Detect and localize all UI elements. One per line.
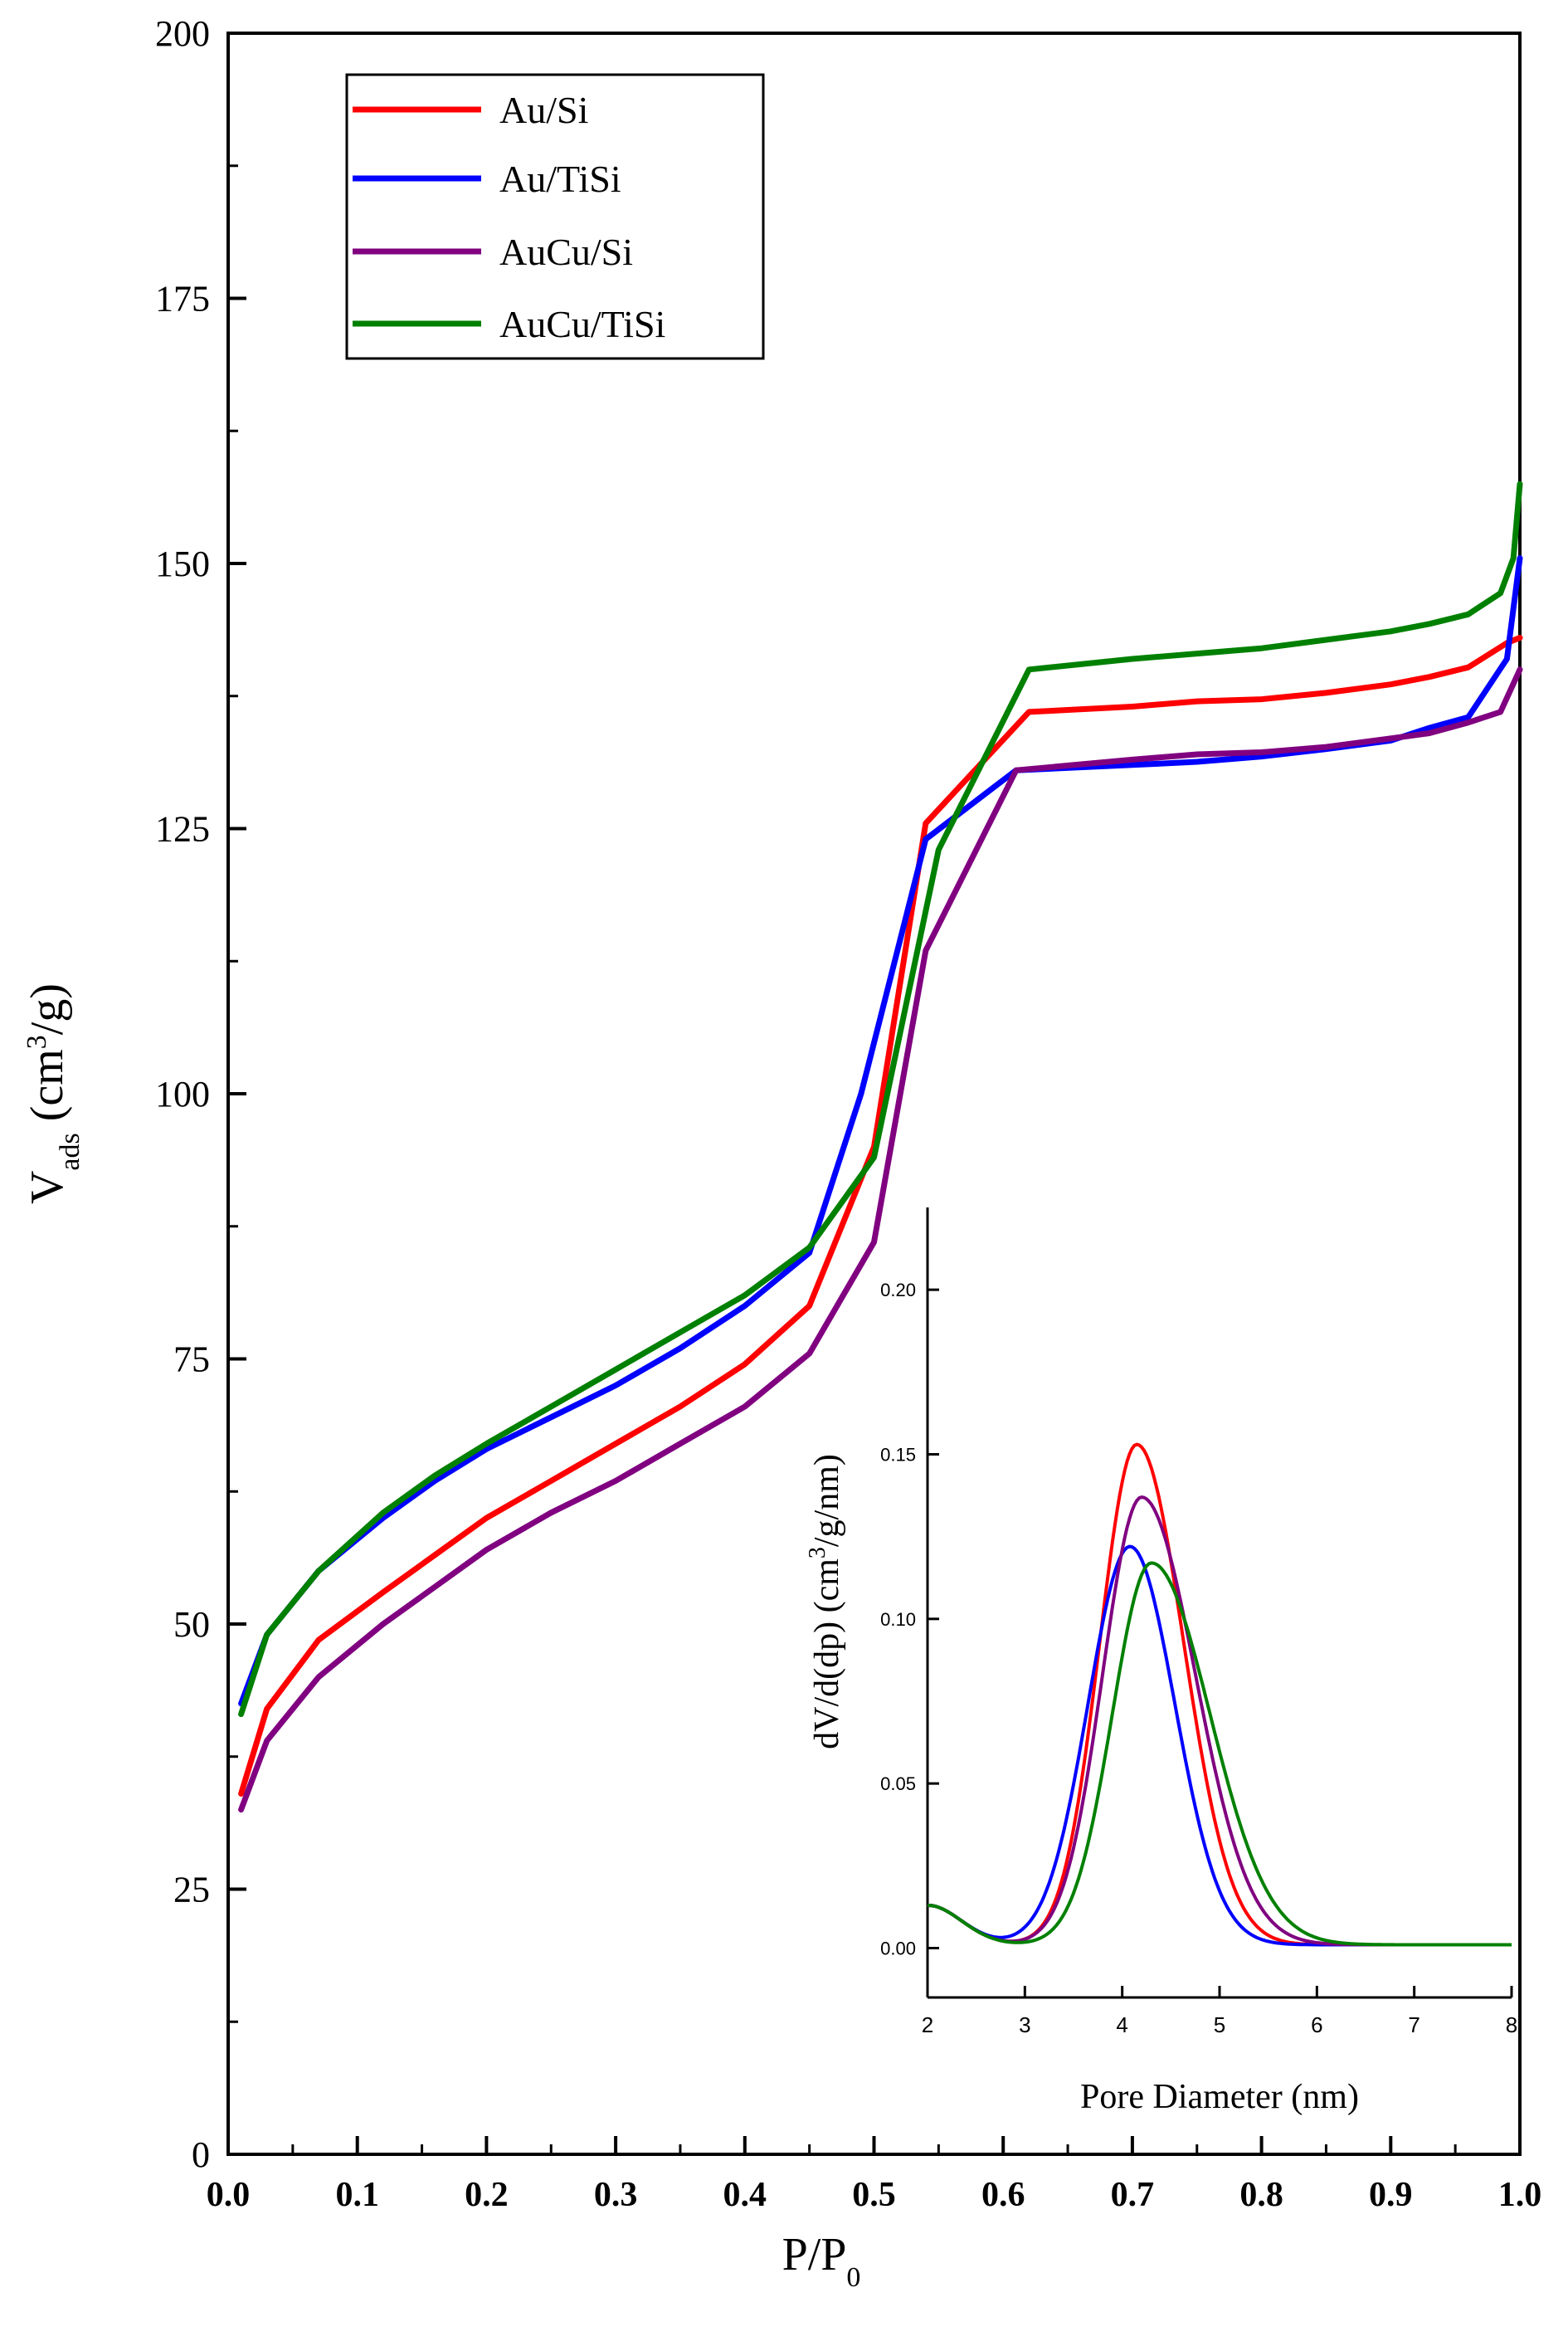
main-y-tick-label: 0: [192, 2134, 210, 2175]
main-x-tick-label: 0.3: [594, 2176, 638, 2214]
inset-plot: 2 3 4 5 6 7 8 0.00 0.05 0.10 0.15 0.20 Pore Diamete…: [805, 1207, 1517, 2116]
inset-series-line-au-si: [927, 1442, 1512, 1947]
main-y-tick-label: 175: [155, 279, 210, 319]
main-y-tick-label: 200: [155, 13, 210, 54]
legend-label-au-tisi: Au/TiSi: [499, 158, 621, 200]
main-series-lines: [238, 480, 1523, 1813]
main-x-tick-label: 0.1: [335, 2176, 379, 2214]
main-y-tick-label: 50: [173, 1604, 210, 1645]
inset-series-lines: [927, 1442, 1512, 1947]
inset-y-axis-title: dV/d(dp) (cm3/g/nm): [805, 1454, 846, 1749]
series-line-aucu-si: [238, 666, 1523, 1813]
main-y-tick-label: 75: [173, 1339, 210, 1380]
main-x-axis-title: P/P0: [782, 2229, 861, 2293]
inset-x-tick-label: 7: [1408, 2012, 1419, 2037]
main-y-axis-title: Vads (cm3/g): [22, 983, 85, 1204]
inset-x-tick-label: 6: [1311, 2012, 1322, 2037]
main-x-tick-label: 0.0: [207, 2176, 251, 2214]
main-y-tick-label: 150: [155, 544, 210, 584]
main-x-tick-label: 0.6: [981, 2176, 1025, 2214]
legend-label-au-si: Au/Si: [499, 89, 588, 131]
main-x-tick-label: 0.4: [723, 2176, 767, 2214]
inset-y-tick-label: 0.20: [880, 1280, 916, 1300]
series-line-aucu-tisi: [238, 480, 1523, 1718]
main-x-tick-label: 0.8: [1239, 2176, 1283, 2214]
inset-x-tick-label: 3: [1019, 2012, 1030, 2037]
inset-x-tick-label: 2: [922, 2012, 933, 2037]
legend: Au/Si Au/TiSi AuCu/Si AuCu/TiSi: [345, 73, 765, 360]
inset-x-tick-label: 4: [1116, 2012, 1127, 2037]
inset-series-line-aucu-si: [927, 1495, 1512, 1947]
main-axis-ticks: 0.0 0.1 0.2 0.3 0.4 0.5 0.6 0.7 0.8 0.9 1.00255075…: [155, 13, 1541, 2214]
inset-y-tick-label: 0.00: [880, 1939, 916, 1959]
inset-x-tick-label: 5: [1214, 2012, 1225, 2037]
main-x-tick-label: 0.2: [465, 2176, 509, 2214]
inset-y-tick-label: 0.05: [880, 1773, 916, 1794]
legend-label-aucu-tisi: AuCu/TiSi: [499, 303, 665, 345]
main-y-tick-label: 25: [173, 1870, 210, 1910]
inset-x-tick-label: 8: [1506, 2012, 1517, 2037]
legend-box: [345, 73, 765, 360]
main-y-tick-label: 125: [155, 809, 210, 850]
legend-label-aucu-si: AuCu/Si: [499, 231, 633, 273]
main-x-tick-label: 1.0: [1498, 2176, 1542, 2214]
main-x-tick-label: 0.5: [852, 2176, 896, 2214]
main-y-tick-label: 100: [155, 1074, 210, 1114]
main-x-tick-label: 0.7: [1111, 2176, 1155, 2214]
inset-axis-ticks: 2 3 4 5 6 7 8 0.00 0.05 0.10 0.15 0.20: [880, 1280, 1517, 2037]
inset-x-axis-title: Pore Diameter (nm): [1080, 2078, 1359, 2116]
inset-y-tick-label: 0.10: [880, 1609, 916, 1630]
inset-series-line-aucu-tisi: [927, 1561, 1512, 1947]
inset-y-tick-label: 0.15: [880, 1445, 916, 1466]
main-x-tick-label: 0.9: [1369, 2176, 1413, 2214]
